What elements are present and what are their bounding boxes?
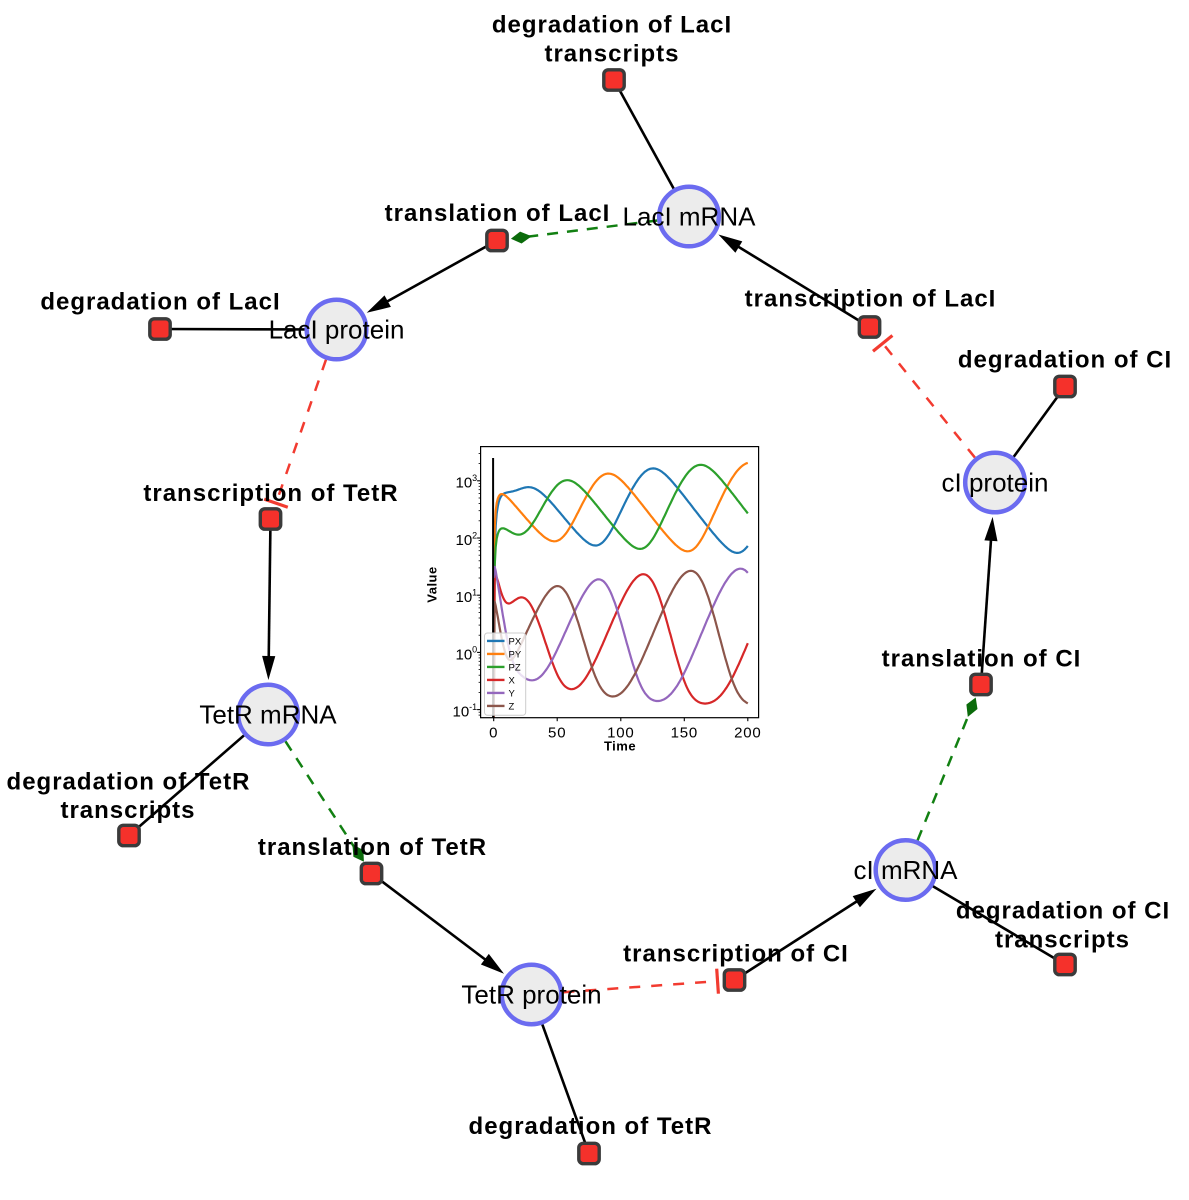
svg-text:PZ: PZ — [509, 662, 521, 673]
svg-text:100: 100 — [607, 724, 634, 741]
svg-text:LacI protein: LacI protein — [269, 315, 405, 345]
svg-text:Y: Y — [509, 688, 516, 699]
svg-text:transcripts: transcripts — [544, 41, 679, 68]
svg-text:translation of LacI: translation of LacI — [385, 200, 611, 227]
svg-text:translation of CI: translation of CI — [882, 646, 1082, 673]
svg-text:TetR mRNA: TetR mRNA — [199, 700, 337, 730]
svg-text:degradation of CI: degradation of CI — [956, 898, 1170, 925]
svg-text:103: 103 — [455, 473, 477, 492]
svg-text:Value: Value — [425, 566, 440, 602]
svg-text:degradation of LacI: degradation of LacI — [40, 289, 280, 316]
svg-text:0: 0 — [489, 724, 498, 741]
svg-text:PY: PY — [509, 649, 522, 660]
svg-text:transcripts: transcripts — [995, 927, 1130, 954]
svg-text:cI mRNA: cI mRNA — [854, 855, 959, 885]
svg-text:transcription of CI: transcription of CI — [623, 941, 849, 968]
svg-text:transcription of LacI: transcription of LacI — [745, 286, 997, 313]
svg-text:translation of TetR: translation of TetR — [258, 834, 487, 861]
svg-text:transcripts: transcripts — [60, 797, 195, 824]
svg-text:PX: PX — [509, 636, 522, 647]
svg-text:Z: Z — [509, 701, 515, 712]
svg-text:cI protein: cI protein — [942, 468, 1049, 498]
svg-text:degradation of TetR: degradation of TetR — [7, 769, 251, 796]
svg-text:transcription of TetR: transcription of TetR — [143, 480, 398, 507]
svg-text:degradation of TetR: degradation of TetR — [469, 1113, 713, 1140]
svg-text:TetR protein: TetR protein — [461, 980, 601, 1010]
svg-text:200: 200 — [734, 724, 761, 741]
svg-text:102: 102 — [455, 530, 477, 549]
svg-text:degradation of CI: degradation of CI — [958, 347, 1172, 374]
svg-text:100: 100 — [455, 645, 477, 664]
svg-text:X: X — [509, 675, 516, 686]
svg-text:degradation of LacI: degradation of LacI — [492, 12, 732, 39]
svg-text:150: 150 — [671, 724, 698, 741]
svg-text:101: 101 — [455, 588, 477, 607]
svg-text:50: 50 — [548, 724, 566, 741]
svg-text:Time: Time — [604, 739, 636, 754]
svg-text:LacI mRNA: LacI mRNA — [623, 202, 757, 232]
